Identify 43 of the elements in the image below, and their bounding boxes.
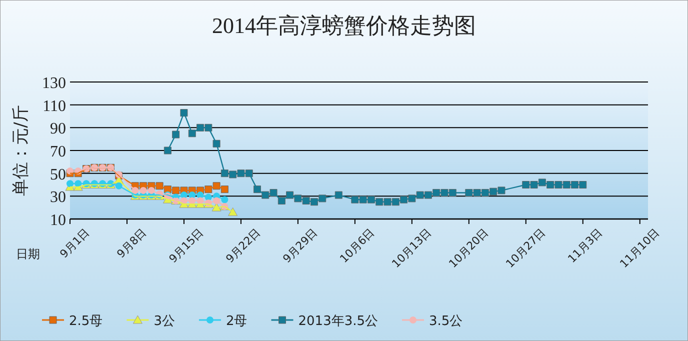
y-tick-label: 110 — [42, 98, 66, 115]
x-tick-label: 9月22日 — [223, 226, 264, 266]
point — [228, 207, 238, 216]
chart-title: 2014年高淳螃蟹价格走势图 — [212, 13, 476, 38]
point — [359, 196, 367, 204]
x-tick-label: 10月13日 — [389, 226, 434, 270]
y-tick-label: 90 — [50, 120, 66, 138]
point — [220, 186, 228, 194]
point — [424, 191, 432, 199]
point — [351, 196, 359, 204]
point — [229, 170, 237, 178]
point — [538, 178, 546, 186]
point — [156, 182, 164, 190]
x-tick-label: 10月20日 — [446, 226, 492, 270]
legend-label: 2母 — [226, 314, 248, 329]
y-tick-label: 30 — [50, 189, 66, 206]
x-tick-label: 10月6日 — [337, 226, 378, 266]
point — [334, 191, 342, 199]
point — [498, 186, 506, 194]
x-tick-label: 10月27日 — [503, 226, 548, 270]
point — [180, 109, 188, 117]
point — [212, 140, 220, 148]
point — [579, 181, 587, 188]
point — [294, 194, 302, 202]
point — [164, 146, 172, 154]
point — [384, 198, 392, 206]
y-axis-title: 单位：元/斤 — [11, 105, 31, 196]
y-tick-label: 130 — [42, 75, 66, 92]
point — [416, 191, 424, 199]
x-tick-label: 11月10日 — [617, 226, 662, 270]
x-tick-label: 11月3日 — [565, 226, 605, 266]
y-tick-label: 50 — [50, 166, 66, 184]
x-tick-label: 9月15日 — [166, 226, 206, 266]
legend-label: 3公 — [154, 314, 175, 329]
x-tick-label: 9月8日 — [114, 226, 150, 261]
point — [318, 194, 326, 202]
x-axis-title: 日期 — [16, 247, 40, 261]
legend-label: 2013年3.5公 — [298, 314, 378, 329]
x-tick-label: 9月29日 — [280, 226, 320, 266]
legend-label: 3.5公 — [429, 314, 463, 329]
point — [408, 194, 416, 202]
legend-label: 2.5母 — [69, 314, 103, 329]
y-tick-label: 70 — [50, 144, 66, 160]
